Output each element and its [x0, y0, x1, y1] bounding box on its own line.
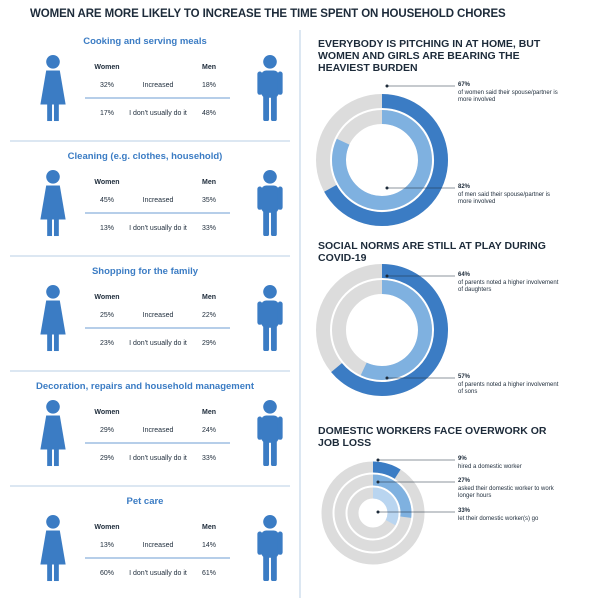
ring-note: 57% of parents noted a higher involvement… — [458, 374, 563, 397]
women-value: 13% — [99, 225, 114, 232]
row-label: Increased — [142, 542, 174, 549]
woman-icon — [40, 54, 66, 122]
ring-note: 33% let their domestic worker(s) go — [458, 508, 563, 523]
row-label: Increased — [142, 82, 174, 89]
men-value: 33% — [201, 455, 216, 462]
section-title: Shopping for the family — [91, 266, 199, 277]
section-title: Cleaning (e.g. clothes, household) — [67, 151, 223, 162]
men-value: 14% — [201, 542, 216, 549]
men-value: 18% — [201, 82, 216, 89]
row-label: Increased — [142, 427, 174, 434]
leader-dot — [376, 458, 380, 462]
women-value: 45% — [99, 197, 114, 204]
ring-note: 67% of women said their spouse/partner is… — [458, 82, 563, 105]
ring-note-text: of women said their spouse/partner is mo… — [458, 89, 558, 104]
men-header: Men — [202, 524, 216, 531]
men-value: 61% — [201, 570, 216, 577]
panel-title: SOCIAL NORMS ARE STILL AT PLAY DURING CO… — [318, 240, 546, 264]
ring-value-label: 33% — [458, 508, 471, 514]
men-value: 24% — [201, 427, 216, 434]
women-header: Women — [94, 294, 120, 301]
women-value: 17% — [99, 110, 114, 117]
man-icon — [257, 284, 283, 352]
men-value: 33% — [201, 225, 216, 232]
section-title: Pet care — [126, 496, 164, 507]
leader-dot — [385, 376, 389, 380]
men-value: 22% — [201, 312, 216, 319]
leader-dot — [376, 510, 380, 514]
ring-value-label: 57% — [458, 374, 471, 380]
ring-arc — [372, 461, 401, 479]
man-icon — [257, 514, 283, 582]
women-value: 32% — [99, 82, 114, 89]
men-header: Men — [202, 64, 216, 71]
women-header: Women — [94, 64, 120, 71]
men-value: 29% — [201, 340, 216, 347]
woman-icon — [40, 284, 66, 352]
ring-note-text: of parents noted a higher involvement of… — [458, 279, 559, 294]
women-value: 13% — [99, 542, 114, 549]
row-label: Increased — [142, 197, 174, 204]
ring-note-text: asked their domestic worker to work long… — [458, 485, 554, 500]
man-icon — [257, 399, 283, 467]
men-value: 48% — [201, 110, 216, 117]
main-title: WOMEN ARE MORE LIKELY TO INCREASE THE TI… — [30, 8, 506, 20]
panel-title: EVERYBODY IS PITCHING IN AT HOME, BUT WO… — [318, 38, 541, 74]
woman-icon — [40, 514, 66, 582]
women-value: 29% — [99, 427, 114, 434]
ring-value-label: 64% — [458, 272, 471, 278]
row-label: I don't usually do it — [129, 110, 187, 117]
men-header: Men — [202, 409, 216, 416]
row-label: Increased — [142, 312, 174, 319]
ring-note: 27% asked their domestic worker to work l… — [458, 478, 563, 501]
ring-note: 9% hired a domestic worker — [458, 456, 563, 471]
women-value: 29% — [99, 455, 114, 462]
leader-dot — [376, 480, 380, 484]
leader-dot — [385, 186, 389, 190]
man-icon — [257, 169, 283, 237]
men-header: Men — [202, 294, 216, 301]
women-header: Women — [94, 179, 120, 186]
ring-arc — [372, 474, 412, 518]
panel-title: DOMESTIC WORKERS FACE OVERWORK OR JOB LO… — [318, 425, 547, 449]
ring-note: 82% of men said their spouse/partner is m… — [458, 184, 563, 207]
women-value: 60% — [99, 570, 114, 577]
section-title: Decoration, repairs and household manage… — [35, 381, 255, 392]
section-title: Cooking and serving meals — [83, 36, 207, 47]
row-label: I don't usually do it — [129, 340, 187, 347]
man-icon — [257, 54, 283, 122]
ring-value-label: 67% — [458, 82, 471, 88]
ring-arc — [332, 110, 432, 210]
ring-value-label: 9% — [458, 456, 467, 462]
ring-arc — [372, 487, 399, 526]
ring-note-text: of parents noted a higher involvement of… — [458, 381, 559, 396]
row-label: I don't usually do it — [129, 570, 187, 577]
row-label: I don't usually do it — [129, 225, 187, 232]
row-label: I don't usually do it — [129, 455, 187, 462]
ring-value-label: 27% — [458, 478, 471, 484]
ring-note-text: let their domestic worker(s) go — [458, 515, 539, 522]
ring-note-text: of men said their spouse/partner is more… — [458, 191, 551, 206]
ring-arc — [331, 264, 448, 396]
ring-note: 64% of parents noted a higher involvement… — [458, 272, 563, 295]
leader-dot — [385, 84, 389, 88]
ring-value-label: 82% — [458, 184, 471, 190]
men-value: 35% — [201, 197, 216, 204]
women-value: 25% — [99, 312, 114, 319]
leader-dot — [385, 274, 389, 278]
women-value: 23% — [99, 340, 114, 347]
ring-note-text: hired a domestic worker — [458, 463, 522, 470]
women-header: Women — [94, 409, 120, 416]
woman-icon — [40, 169, 66, 237]
women-header: Women — [94, 524, 120, 531]
men-header: Men — [202, 179, 216, 186]
woman-icon — [40, 399, 66, 467]
ring-arc — [360, 280, 432, 380]
ring-arc — [324, 94, 448, 226]
